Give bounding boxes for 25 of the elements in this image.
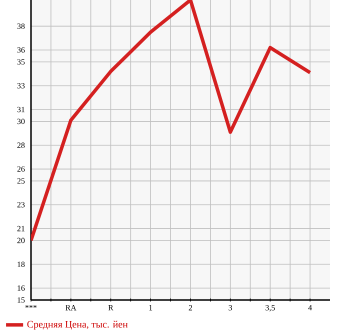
y-tick-label: 21 xyxy=(17,226,24,232)
x-tick-label: 1 xyxy=(149,305,152,310)
y-tick-label: 25 xyxy=(17,178,25,184)
x-tick-label: 3,5 xyxy=(266,305,275,312)
y-tick-label: 18 xyxy=(18,262,25,267)
y-tick-label: 36 xyxy=(17,47,25,53)
y-tick-label: 20 xyxy=(17,238,25,244)
x-tick-label: 3 xyxy=(228,305,232,310)
x-tick-label: RA xyxy=(66,305,76,310)
x-tick-label: 2 xyxy=(188,305,192,310)
x-tick-label: 4 xyxy=(308,305,312,310)
y-tick-label: 26 xyxy=(17,166,25,172)
y-tick-label: 35 xyxy=(17,59,25,65)
y-tick-label: 16 xyxy=(18,285,25,291)
y-tick-label: 31 xyxy=(17,106,24,112)
legend-label: Средняя Цена, тыс. йен xyxy=(27,320,128,330)
y-tick-label: 33 xyxy=(17,83,25,88)
y-tick-label: 30 xyxy=(17,118,25,124)
y-tick-label: 28 xyxy=(17,142,25,148)
y-tick-label: 15 xyxy=(18,297,25,303)
y-tick-label: 38 xyxy=(17,23,25,29)
x-tick-label: R xyxy=(108,305,114,310)
x-tick-label: *** xyxy=(25,305,37,308)
line-series xyxy=(31,0,312,242)
y-tick-label: 23 xyxy=(17,202,25,208)
